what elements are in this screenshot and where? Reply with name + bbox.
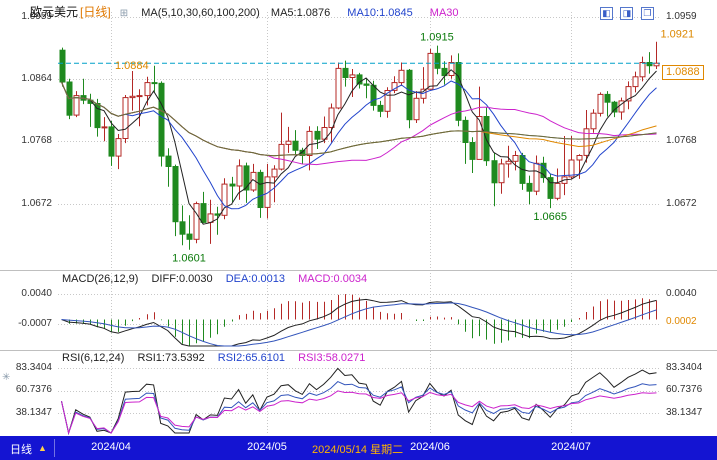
y-axis-label: 1.0672: [21, 198, 52, 209]
rsi-header: RSI(6,12,24) RSI1:73.5392 RSI2:65.6101 R…: [62, 352, 365, 364]
indicator-menu-icon[interactable]: ✳: [2, 372, 11, 383]
chart-header: 欧元美元 [日线] ⊞ MA(5,10,30,60,100,200) MA5:1.…: [30, 3, 459, 20]
candlestick-series: [59, 41, 660, 250]
grid-lines: [58, 12, 660, 434]
x-axis-tick: 2024/05: [247, 441, 287, 453]
svg-text:1.0915: 1.0915: [420, 32, 454, 44]
macd-axis-label: 0.0040: [21, 288, 52, 299]
selected-date-label: 2024/05/14 星期二: [312, 444, 404, 456]
macd-value-label: MACD:0.0034: [298, 273, 368, 285]
y-axis-label: 1.0672: [666, 198, 697, 209]
rsi-line-6: [61, 367, 657, 435]
rsi-axis-label: 83.3404: [15, 362, 52, 373]
current-price-tag: 1.0888: [662, 65, 704, 80]
rsi1-label: RSI1:73.5392: [137, 352, 205, 364]
rsi-axis-label: 38.1347: [15, 407, 52, 418]
chart-canvas[interactable]: 1.0884 1.0915 1.0921 1.0601 1.0665: [0, 0, 717, 436]
x-axis-tick: 2024/06: [410, 441, 450, 453]
y-axis-label: 1.0959: [21, 11, 52, 22]
rsi-line-12: [61, 381, 657, 435]
window-split-right-icon[interactable]: ◨: [620, 7, 634, 20]
window-controls: ◧ ◨ ❐: [597, 3, 654, 21]
rsi-axis-label: 60.7376: [666, 384, 703, 395]
divider: [54, 439, 55, 457]
ma-line-30: [61, 81, 657, 166]
ma-settings-label[interactable]: MA(5,10,30,60,100,200): [141, 7, 260, 19]
macd-current-value: 0.0002: [666, 316, 697, 327]
ma-line-5: [61, 69, 657, 225]
rsi3-label: RSI3:58.0271: [298, 352, 366, 364]
symbol-name: 欧元美元: [30, 5, 79, 19]
y-axis-label: 1.0768: [21, 135, 52, 146]
y-axis-label: 1.0959: [666, 11, 697, 22]
rsi-axis-label: 38.1347: [666, 407, 703, 418]
svg-text:1.0665: 1.0665: [533, 211, 567, 223]
svg-text:1.0601: 1.0601: [172, 253, 206, 265]
macd-axis-label: 0.0040: [666, 288, 697, 299]
x-axis-tick: 2024/07: [551, 441, 591, 453]
ma5-value-label: MA5:1.0876: [270, 7, 331, 19]
svg-text:1.0884: 1.0884: [115, 60, 149, 72]
time-axis-bar: 日线 ▲ 2024/04 2024/05 2024/06 2024/07 202…: [0, 436, 717, 460]
price-annotations: 1.0884 1.0915 1.0921 1.0601 1.0665: [115, 29, 694, 265]
ma10-value-label: MA10:1.0845: [347, 7, 413, 19]
y-axis-label: 1.0768: [666, 135, 697, 146]
macd-title[interactable]: MACD(26,12,9): [62, 273, 139, 285]
period-selector[interactable]: 日线: [10, 444, 32, 456]
macd-axis-label: -0.0007: [18, 318, 52, 329]
window-restore-icon[interactable]: ❐: [640, 7, 654, 20]
svg-text:1.0921: 1.0921: [661, 29, 695, 41]
period-tag: [日线]: [80, 5, 111, 19]
macd-dea-line: [61, 302, 657, 347]
chart-settings-icon[interactable]: ⊞: [119, 8, 129, 19]
macd-header: MACD(26,12,9) DIFF:0.0030 DEA:0.0013 MAC…: [62, 273, 367, 285]
ma-line-200: [61, 81, 657, 157]
x-axis-tick: 2024/04: [91, 441, 131, 453]
window-split-left-icon[interactable]: ◧: [600, 7, 613, 20]
macd-dea-label: DEA:0.0013: [225, 273, 286, 285]
rsi-axis-label: 60.7376: [15, 384, 52, 395]
y-axis-label: 1.0864: [21, 73, 52, 84]
ma-line-10: [61, 80, 657, 210]
pane-separators: [0, 270, 717, 351]
rsi-line-24: [61, 390, 657, 435]
macd-diff-label: DIFF:0.0030: [151, 273, 213, 285]
period-up-arrow-icon[interactable]: ▲: [38, 443, 47, 453]
ma30-value-label: MA30: [429, 7, 459, 19]
macd-histogram: [69, 294, 657, 346]
rsi-title[interactable]: RSI(6,12,24): [62, 352, 125, 364]
rsi-axis-label: 83.3404: [666, 362, 703, 373]
rsi2-label: RSI2:65.6101: [217, 352, 286, 364]
